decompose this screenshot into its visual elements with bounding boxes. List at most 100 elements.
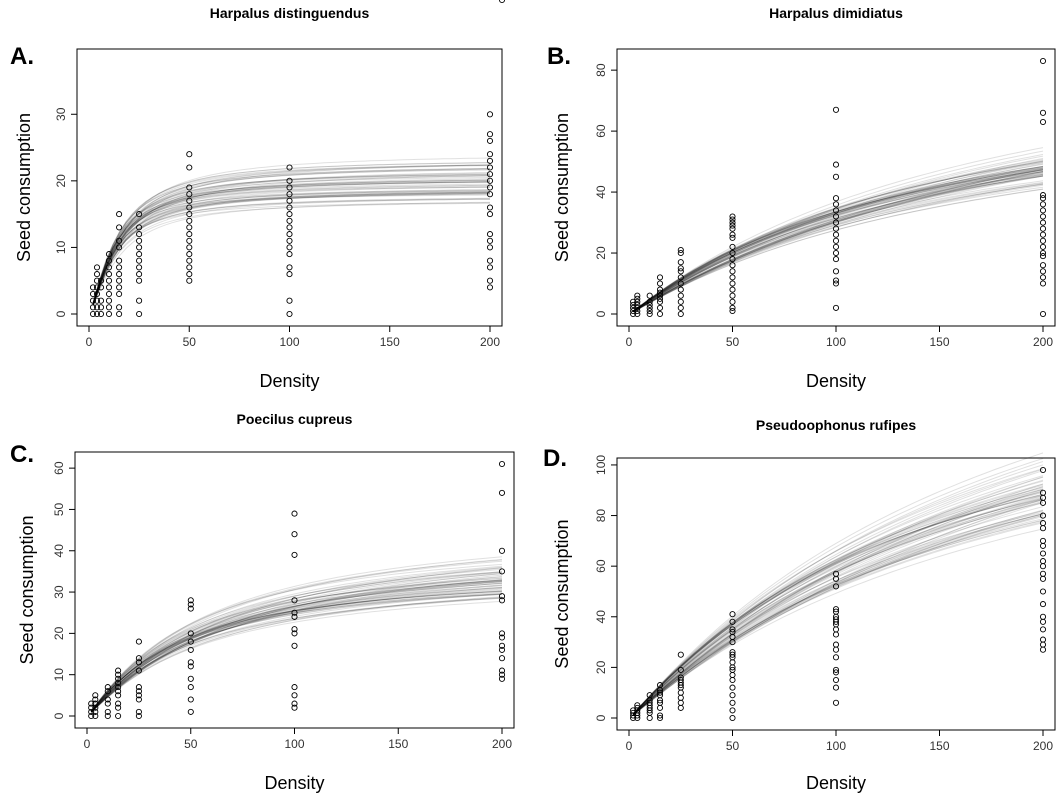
x-tick-label: 150: [929, 335, 949, 349]
data-point: [105, 277, 113, 284]
data-point: [1039, 618, 1047, 625]
data-point: [115, 704, 122, 711]
x-tick-label: 50: [184, 737, 198, 751]
data-point: [1039, 525, 1047, 532]
data-point: [93, 264, 101, 271]
fitted-curve: [92, 202, 491, 306]
y-tick-label: 40: [594, 610, 608, 624]
data-point: [498, 489, 506, 496]
fitted-curve: [90, 572, 503, 713]
data-point: [832, 195, 840, 202]
data-point: [832, 256, 840, 263]
chart-title: Pseudoophonus rufipes: [756, 417, 916, 433]
panel-4: D. Pseudoophonus rufipes 0 50 100 150 200 0 20 40…: [543, 417, 1056, 793]
data-points: [630, 57, 1047, 318]
fitted-curve: [632, 493, 1044, 715]
data-point: [286, 297, 293, 304]
data-point: [646, 699, 653, 706]
data-point: [729, 298, 736, 305]
fitted-curve: [632, 502, 1044, 716]
x-tick-label: 0: [626, 739, 633, 753]
data-point: [187, 696, 194, 703]
data-point: [286, 164, 293, 171]
data-points: [89, 111, 494, 318]
data-point: [486, 284, 494, 291]
fitted-curve: [632, 513, 1044, 716]
data-point: [634, 295, 641, 302]
data-point: [832, 207, 840, 214]
panel-1: A. Harpalus distinguendus 0 50 100 150 200 0 10 2…: [10, 5, 503, 391]
fitted-curve: [92, 193, 491, 304]
data-point: [656, 310, 664, 318]
fitted-curve: [632, 513, 1044, 715]
fitted-curve: [90, 571, 503, 712]
data-point: [291, 551, 298, 558]
data-point: [729, 280, 736, 287]
data-point: [187, 638, 194, 645]
data-point: [116, 290, 123, 298]
fitted-curve: [90, 579, 503, 713]
fitted-curve: [632, 476, 1044, 715]
data-point: [1039, 575, 1047, 582]
fitted-curve: [92, 167, 491, 304]
fitted-curve: [632, 490, 1044, 715]
fitted-curve: [632, 167, 1044, 312]
y-tick-label: 60: [594, 559, 608, 573]
data-point: [1039, 626, 1047, 633]
data-point: [186, 164, 193, 171]
data-point: [92, 700, 99, 707]
fitted-curve: [90, 582, 503, 713]
data-point: [1039, 636, 1047, 643]
data-point: [93, 277, 101, 284]
fitted-curve: [90, 578, 503, 712]
data-point: [104, 708, 111, 715]
fitted-curve: [92, 178, 491, 306]
fitted-curve: [632, 150, 1044, 312]
x-tick-label: 150: [380, 335, 400, 349]
data-point: [116, 237, 123, 244]
data-point: [634, 298, 641, 305]
data-point: [677, 265, 684, 272]
data-point: [97, 277, 105, 284]
data-point: [486, 264, 494, 271]
data-point: [116, 310, 123, 318]
chart-title: Poecilus cupreus: [237, 411, 353, 427]
x-tick-label: 0: [84, 737, 91, 751]
data-point: [677, 694, 684, 701]
data-point: [104, 700, 111, 707]
fitted-curve: [90, 579, 503, 713]
fitted-curve: [92, 192, 490, 305]
data-point: [291, 704, 298, 711]
data-point: [498, 655, 506, 662]
data-point: [486, 111, 494, 118]
x-tick-label: 150: [388, 737, 408, 751]
data-point: [1039, 192, 1047, 199]
data-point: [634, 310, 641, 318]
data-point: [1039, 274, 1047, 281]
data-point: [186, 237, 193, 244]
data-point: [97, 310, 105, 318]
data-point: [729, 304, 736, 311]
data-point: [104, 688, 111, 695]
fitted-curve: [632, 502, 1044, 715]
data-point: [1039, 118, 1047, 126]
fitted-curve: [90, 590, 503, 712]
data-point: [88, 708, 95, 715]
data-point: [1039, 310, 1047, 318]
data-point: [286, 231, 293, 238]
fitted-curve: [632, 175, 1044, 312]
y-tick-label: 0: [54, 310, 68, 317]
data-point: [115, 671, 122, 678]
data-point: [729, 231, 736, 238]
data-point: [1039, 262, 1047, 269]
data-point: [832, 173, 840, 180]
data-points: [630, 466, 1047, 722]
data-point: [115, 675, 122, 682]
data-point: [729, 225, 736, 232]
fitted-curve: [632, 483, 1044, 715]
fitted-curve: [92, 194, 490, 304]
y-tick-label: 0: [594, 714, 608, 721]
panel-label: B.: [547, 43, 571, 70]
data-point: [729, 676, 736, 684]
data-point: [286, 204, 293, 211]
